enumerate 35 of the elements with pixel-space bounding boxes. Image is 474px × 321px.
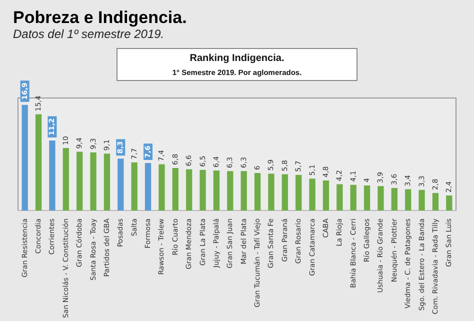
bar <box>268 174 274 210</box>
bar <box>322 180 330 210</box>
bar <box>405 189 412 210</box>
bar <box>282 174 288 210</box>
bar <box>144 162 152 210</box>
bar <box>336 184 343 210</box>
chart-subtitle: Datos del 1º semestre 2019. <box>13 27 164 41</box>
bar <box>49 140 56 210</box>
bar <box>254 172 261 210</box>
bar <box>131 162 138 210</box>
bar <box>227 171 234 210</box>
bar <box>90 152 96 210</box>
bar <box>22 104 28 210</box>
bar <box>296 174 302 210</box>
bar <box>186 169 192 210</box>
bar <box>432 192 439 210</box>
bar <box>240 171 247 210</box>
bar <box>35 114 42 210</box>
bar <box>62 148 69 210</box>
bar <box>309 178 316 210</box>
bar <box>172 168 178 210</box>
text: Ranking Indigencia. <box>190 53 284 64</box>
bar <box>446 195 452 210</box>
bar <box>76 152 83 210</box>
bar <box>350 184 356 210</box>
bar <box>364 185 370 210</box>
bar <box>378 186 384 210</box>
bar <box>391 188 398 210</box>
bar <box>118 158 124 210</box>
bar <box>200 170 206 210</box>
bar <box>418 190 425 210</box>
bar <box>213 170 220 210</box>
bar <box>104 154 110 210</box>
chart-title: Pobreza e Indigencia. <box>13 8 187 27</box>
bar <box>158 164 165 210</box>
